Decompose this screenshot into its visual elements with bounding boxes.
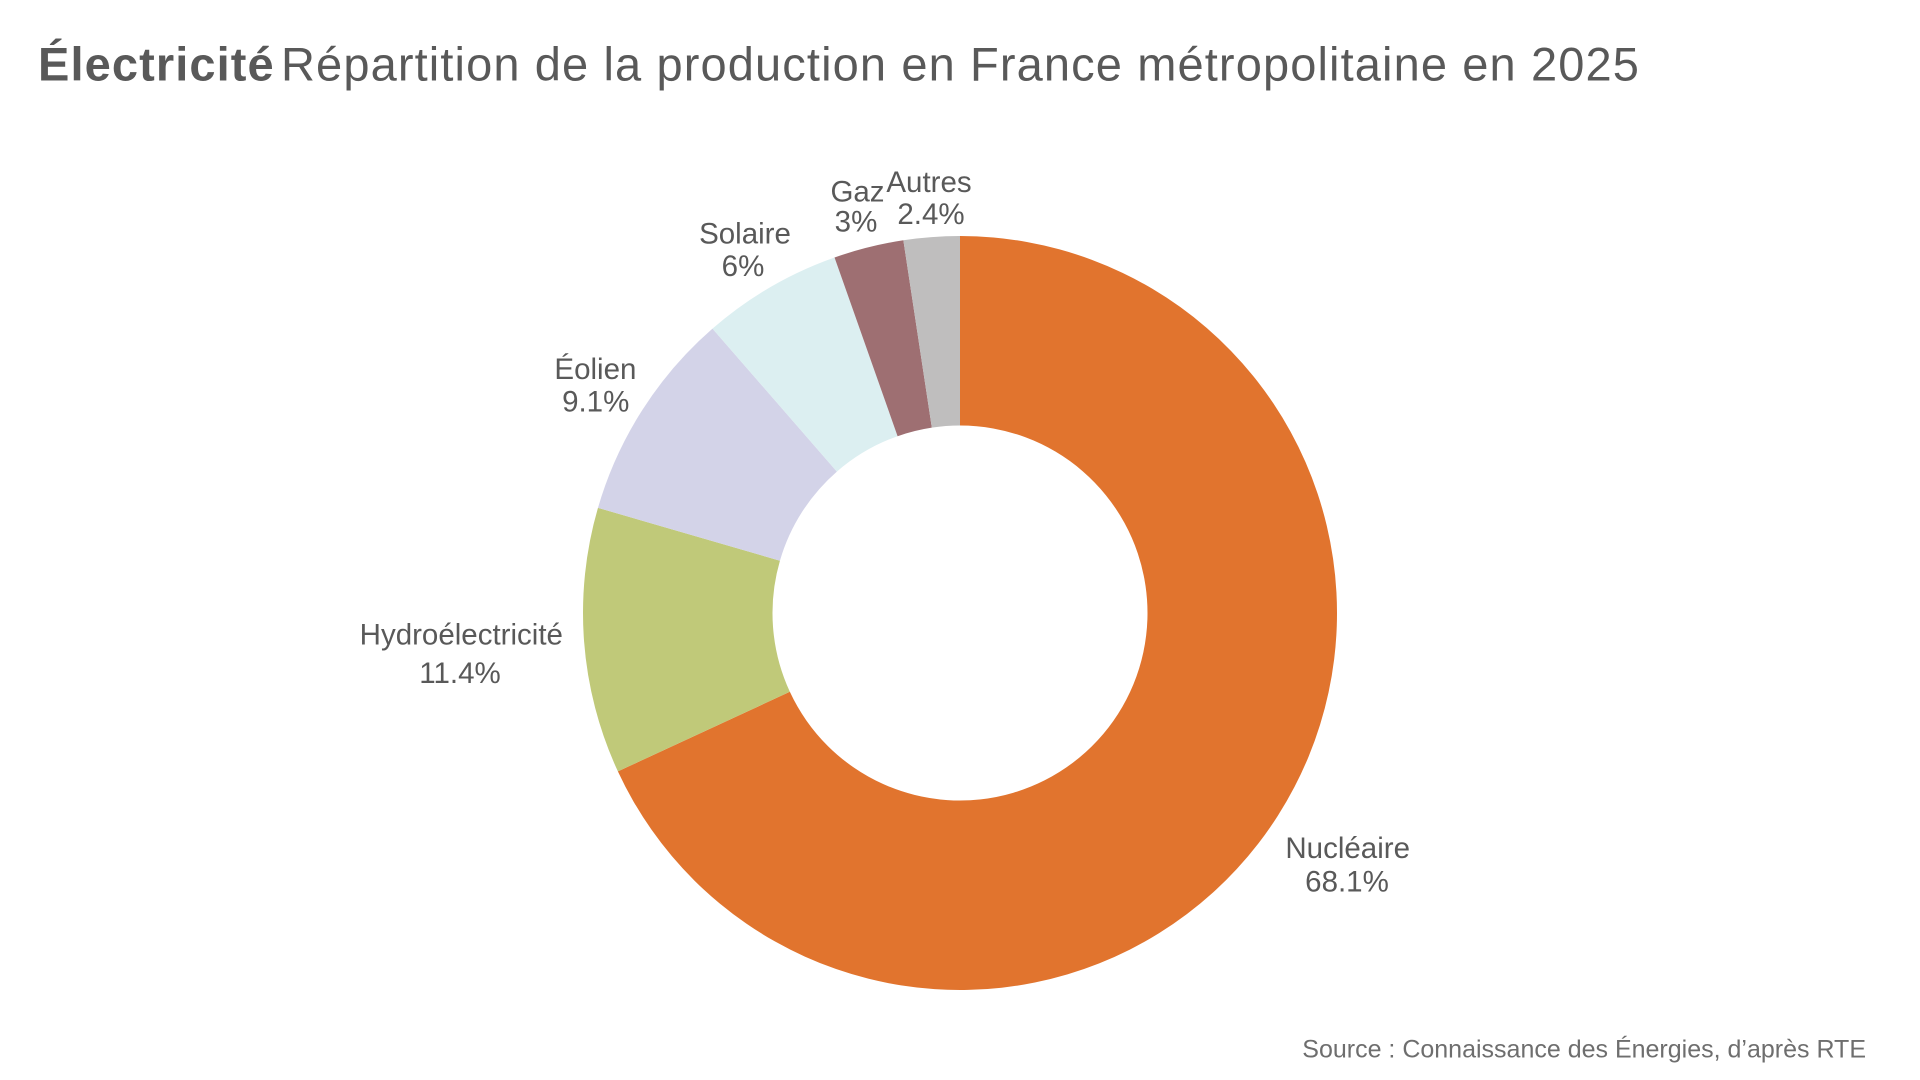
- svg-text:6%: 6%: [722, 250, 765, 283]
- svg-text:Autres: Autres: [886, 166, 971, 199]
- svg-text:2.4%: 2.4%: [897, 198, 964, 231]
- svg-text:Source : Connaissance des Éner: Source : Connaissance des Énergies, d’ap…: [1302, 1035, 1866, 1064]
- svg-text:Gaz: Gaz: [830, 176, 884, 209]
- svg-text:Nucléaire: Nucléaire: [1285, 832, 1410, 865]
- svg-text:Hydroélectricité: Hydroélectricité: [360, 619, 563, 652]
- svg-text:9.1%: 9.1%: [562, 386, 629, 419]
- svg-text:3%: 3%: [835, 205, 878, 238]
- svg-text:11.4%: 11.4%: [419, 657, 500, 690]
- svg-text:68.1%: 68.1%: [1305, 865, 1389, 898]
- svg-text:Éolien: Éolien: [554, 353, 636, 386]
- svg-text:Répartition de la production e: Répartition de la production en France m…: [281, 37, 1640, 90]
- svg-text:Électricité: Électricité: [38, 37, 275, 90]
- svg-text:Solaire: Solaire: [699, 218, 791, 251]
